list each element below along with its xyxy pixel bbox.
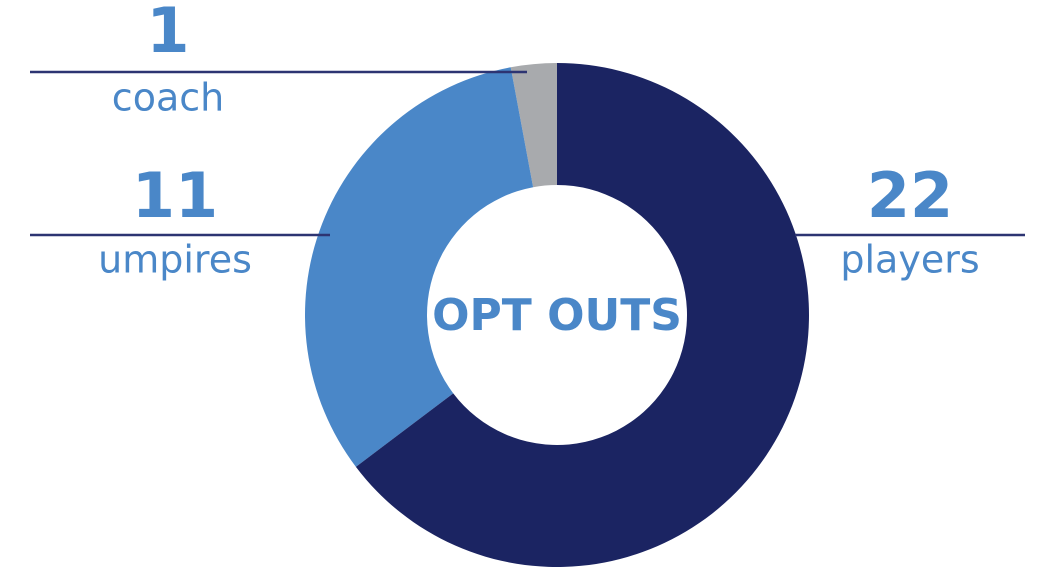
value-label: 1 (146, 0, 189, 67)
donut-slice (305, 67, 534, 467)
category-label: umpires (98, 238, 252, 282)
donut-slice (355, 63, 809, 567)
value-label: 22 (867, 159, 953, 232)
value-label: 11 (132, 159, 218, 232)
category-label: players (840, 238, 979, 282)
donut-slice (510, 63, 557, 188)
category-label: coach (112, 76, 224, 120)
center-label: OPT OUTS (432, 290, 682, 341)
